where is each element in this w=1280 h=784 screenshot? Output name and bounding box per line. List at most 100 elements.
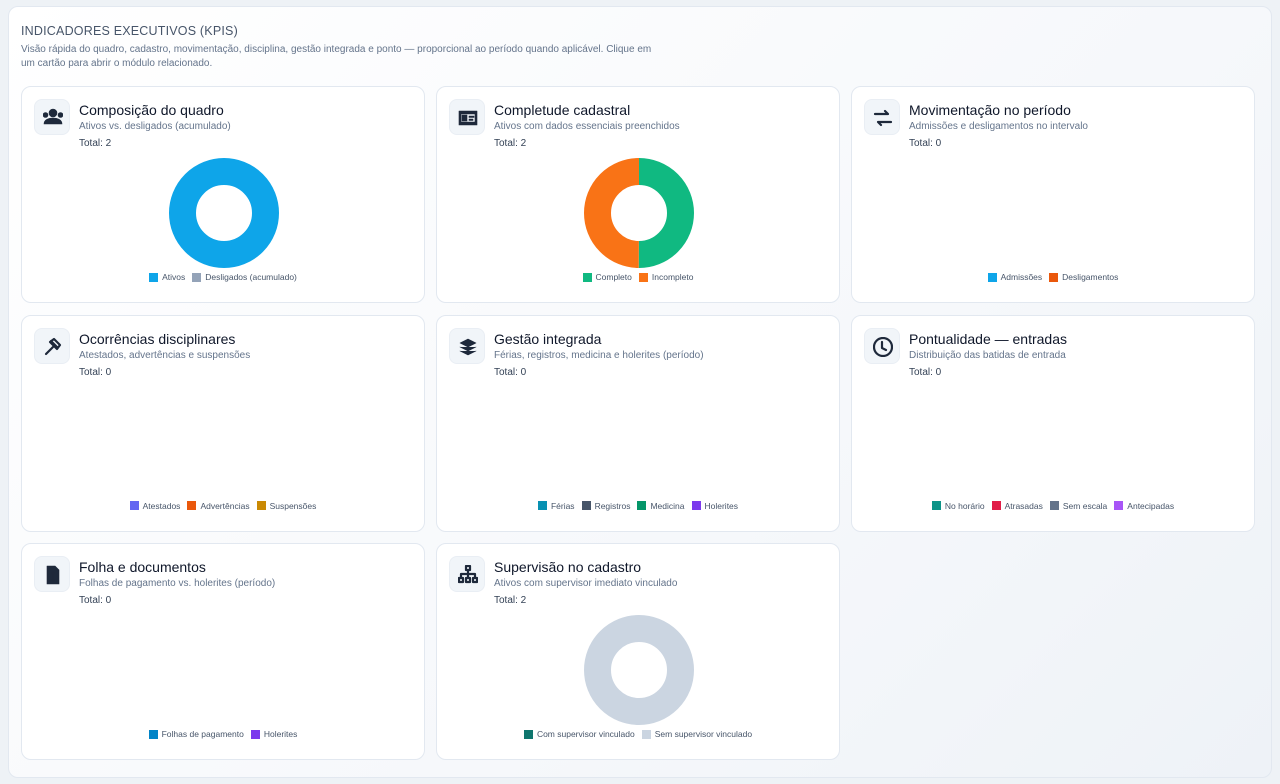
legend-swatch (931, 501, 941, 510)
kpi-card[interactable]: Supervisão no cadastro Ativos com supervi… (436, 543, 840, 760)
donut-slice (999, 386, 1109, 497)
icon-glyph (459, 338, 477, 355)
card-title: Movimentação no período (909, 102, 1071, 118)
donut-chart (584, 386, 694, 497)
kpi-card[interactable]: Ocorrências disciplinares Atestados, adve… (21, 314, 425, 532)
kpi-card[interactable]: Completude cadastral Ativos com dados ess… (436, 86, 840, 303)
donut-slice (169, 386, 279, 497)
legend-label: Desligados (acumulado) (205, 272, 297, 282)
card-total: Total: 2 (494, 595, 527, 606)
legend-label: Sem escala (1062, 500, 1108, 511)
legend-label: Ativos (162, 272, 186, 282)
card-icon (34, 327, 70, 364)
kpi-card[interactable]: Movimentação no período Admissões e desli… (851, 86, 1255, 303)
legend-label: Férias (550, 500, 575, 511)
kpi-card[interactable]: Pontualidade — entradas Distribuição das … (851, 314, 1255, 532)
kpi-card[interactable]: Folha e documentos Folhas de pagamento vs… (21, 543, 425, 760)
card-icon (449, 99, 485, 135)
legend-swatch (537, 501, 547, 510)
donut-slice (584, 386, 694, 497)
legend-swatch (1049, 272, 1059, 282)
legend-label: Antecipadas (1127, 500, 1175, 511)
donut-slice (169, 386, 279, 497)
legend-item: Holerites (691, 501, 738, 511)
legend-item: Registros (581, 500, 631, 511)
legend-swatch (582, 272, 592, 282)
donut-slice (169, 158, 279, 268)
card-icon (34, 556, 70, 592)
legend-item: Ativos (149, 272, 185, 282)
donut-chart (999, 158, 1109, 268)
legend-label: Registros (594, 500, 631, 511)
card-total: Total: 0 (79, 595, 112, 606)
legend-label: Incompleto (651, 272, 694, 282)
card-title: Ocorrências disciplinares (79, 330, 236, 347)
card-total: Total: 0 (909, 138, 942, 149)
legend-label: Atrasadas (1004, 500, 1043, 511)
card-title: Completude cadastral (494, 102, 631, 118)
donut-slice (169, 615, 279, 725)
card-total: Total: 2 (79, 138, 112, 149)
legend-label: No horário (944, 500, 985, 511)
card-icon (864, 99, 900, 135)
donut-slice (999, 158, 1109, 268)
card-icon (34, 99, 70, 135)
card-subtitle: Admissões e desligamentos no intervalo (909, 121, 1088, 132)
donut-slice (999, 158, 1109, 268)
icon-path (44, 337, 62, 355)
legend-item: Folhas de pagamento (148, 729, 244, 739)
legend: Completo Incompleto (437, 272, 839, 282)
legend-swatch (991, 501, 1001, 510)
donut-slice (169, 615, 279, 725)
donut-chart (584, 615, 694, 725)
legend-swatch (641, 729, 651, 739)
legend-item: Holerites (250, 729, 297, 739)
legend-swatch (637, 501, 647, 510)
card-subtitle: Atestados, advertências e suspensões (79, 349, 251, 361)
legend: Admissões Desligamentos (852, 272, 1254, 282)
legend-item: Medicina (637, 500, 685, 511)
legend-swatch (691, 501, 701, 510)
donut-chart (999, 386, 1109, 497)
legend-label: Completo (595, 272, 632, 282)
legend-swatch (581, 501, 591, 510)
donut-slice (584, 386, 694, 497)
legend-swatch (1049, 501, 1059, 510)
icon-path (43, 108, 63, 125)
icon-glyph (458, 110, 478, 126)
card-icon (864, 327, 900, 364)
card-title: Pontualidade — entradas (909, 330, 1067, 347)
card-subtitle: Férias, registros, medicina e holerites … (494, 349, 704, 361)
legend-item: Suspensões (256, 501, 316, 511)
donut-chart (169, 386, 279, 497)
kpi-card[interactable]: Gestão integrada Férias, registros, medic… (436, 314, 840, 532)
icon-path (46, 565, 60, 585)
icon-path (458, 110, 478, 126)
legend-item: No horário (931, 500, 985, 511)
icon-path (873, 109, 893, 127)
legend-label: Sem supervisor vinculado (654, 729, 753, 739)
donut-slice (999, 386, 1109, 497)
legend-swatch (148, 729, 158, 739)
card-total: Total: 0 (909, 366, 942, 378)
legend-label: Admissões (1000, 272, 1043, 282)
legend: No horário Atrasadas Sem escala Antecipadas (852, 501, 1254, 511)
donut-chart (584, 158, 694, 268)
legend-swatch (187, 501, 197, 510)
legend-item: Antecipadas (1114, 501, 1174, 511)
legend-swatch (1114, 501, 1124, 510)
legend: Folhas de pagamento Holerites (22, 729, 424, 739)
legend-swatch (638, 272, 648, 282)
legend-swatch (523, 729, 533, 739)
legend-item: Desligamentos (1049, 272, 1118, 282)
icon-path (873, 336, 893, 357)
card-icon (449, 327, 485, 364)
legend-label: Medicina (650, 500, 685, 511)
legend-label: Folhas de pagamento (161, 729, 244, 739)
card-title: Gestão integrada (494, 330, 602, 347)
legend-swatch (256, 501, 266, 510)
kpi-card[interactable]: Composição do quadro Ativos vs. desligado… (21, 86, 425, 303)
card-title: Folha e documentos (79, 559, 206, 575)
card-total: Total: 2 (494, 138, 527, 149)
